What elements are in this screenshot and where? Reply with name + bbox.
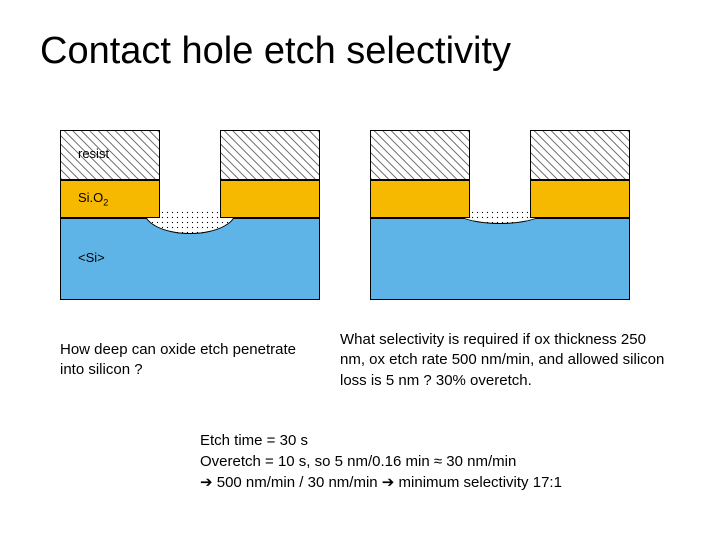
label-silicon: <Si> <box>76 250 107 265</box>
stack-after <box>370 130 630 300</box>
page-title: Contact hole etch selectivity <box>40 30 511 73</box>
diagram-area: resist Si.O2 <Si> <box>60 130 660 320</box>
resist-left <box>370 130 470 180</box>
resist-right <box>220 130 320 180</box>
resist-right <box>530 130 630 180</box>
question-right: What selectivity is required if ox thick… <box>340 330 670 391</box>
oxide-right <box>220 180 320 218</box>
oxide-left <box>370 180 470 218</box>
answer-block: Etch time = 30 s Overetch = 10 s, so 5 n… <box>200 430 670 493</box>
answer-line: ➔ 500 nm/min / 30 nm/min ➔ minimum selec… <box>200 472 670 493</box>
question-left: How deep can oxide etch penetrate into s… <box>60 340 310 381</box>
silicon-layer <box>370 218 630 300</box>
oxide-text: Si.O <box>78 190 103 205</box>
oxide-sub: 2 <box>103 198 108 208</box>
answer-line: Overetch = 10 s, so 5 nm/0.16 min ≈ 30 n… <box>200 451 670 472</box>
stack-before: resist Si.O2 <Si> <box>60 130 320 300</box>
label-resist: resist <box>76 146 111 161</box>
oxide-right <box>530 180 630 218</box>
answer-line: Etch time = 30 s <box>200 430 670 451</box>
label-oxide: Si.O2 <box>76 190 110 208</box>
